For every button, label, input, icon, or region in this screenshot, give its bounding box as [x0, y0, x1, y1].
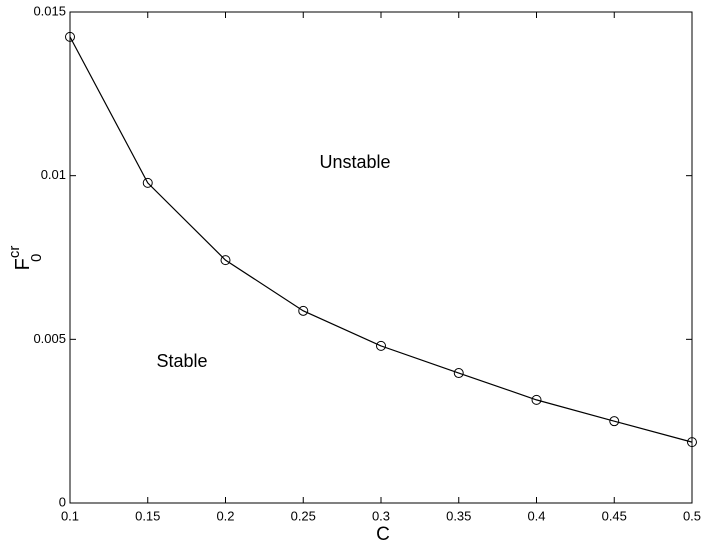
- point-marker: [65, 31, 75, 42]
- point-marker: [376, 340, 386, 351]
- y-tick-label: 0.01: [41, 167, 66, 182]
- x-tick-label: 0.35: [446, 508, 471, 523]
- point-marker: [298, 305, 309, 316]
- x-tick-label: 0.4: [527, 508, 545, 523]
- x-tick-label: 0.45: [602, 508, 627, 523]
- annotation: Stable: [156, 351, 207, 371]
- y-label-base: F: [12, 258, 34, 270]
- point-marker: [609, 416, 620, 427]
- x-tick-label: 0.15: [135, 508, 160, 523]
- y-tick-label: 0.015: [33, 3, 66, 18]
- point-marker: [531, 394, 542, 405]
- x-axis-label: C: [376, 524, 390, 545]
- x-tick-label: 0.5: [683, 508, 701, 523]
- annotation: Unstable: [319, 152, 390, 172]
- y-axis-label-text: Fcr: [6, 246, 34, 271]
- y-label-sub: 0: [28, 254, 45, 262]
- y-axis-label: Fcr 0: [6, 246, 45, 271]
- x-tick-label: 0.3: [372, 508, 390, 523]
- x-tick-label: 0.2: [216, 508, 234, 523]
- x-tick-label: 0.1: [61, 508, 79, 523]
- y-tick-label: 0.005: [33, 331, 66, 346]
- x-tick-label: 0.25: [291, 508, 316, 523]
- series-line: [69, 36, 693, 443]
- y-label-sup: cr: [6, 246, 23, 259]
- point-marker: [142, 177, 153, 188]
- point-marker: [453, 368, 464, 379]
- point-marker: [220, 255, 231, 266]
- point-marker: [687, 437, 697, 448]
- y-tick-label: 0: [59, 494, 66, 509]
- plot-frame: [69, 11, 693, 504]
